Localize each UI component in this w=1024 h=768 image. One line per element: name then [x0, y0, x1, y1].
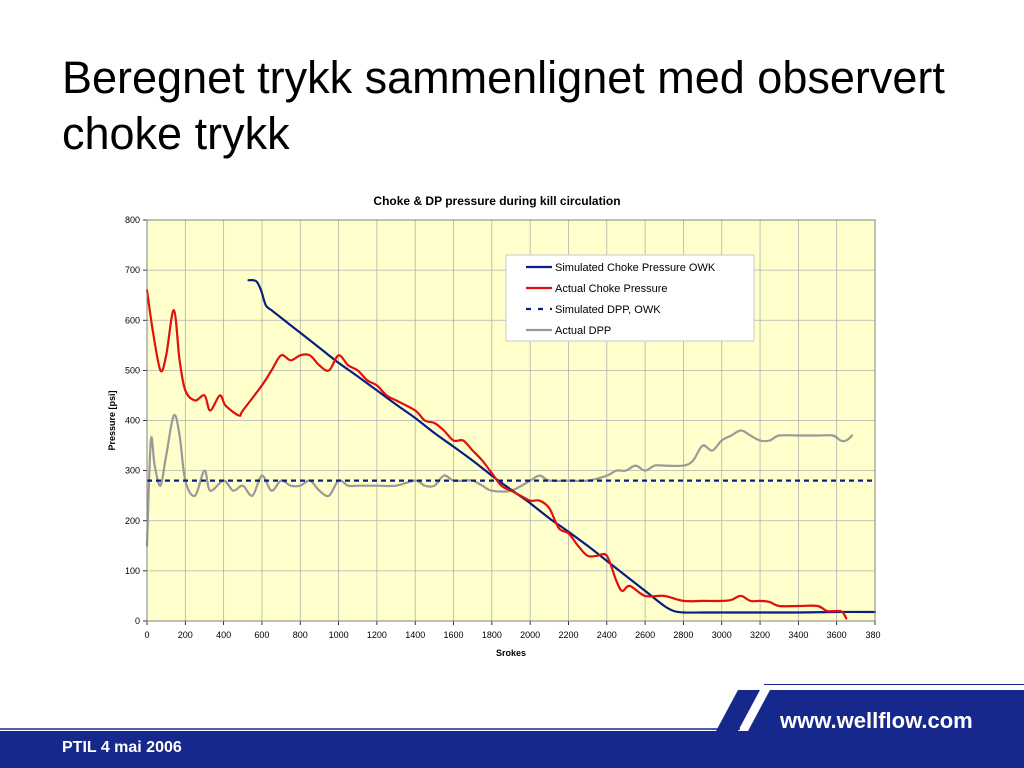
- legend-box: [505, 254, 755, 342]
- x-tick-label: 1200: [367, 630, 387, 640]
- gridlines: [147, 220, 875, 621]
- x-tick-label: 1600: [444, 630, 464, 640]
- y-tick-label: 600: [125, 315, 140, 325]
- x-axis-label: Srokes: [496, 648, 526, 658]
- x-tick-label: 3200: [750, 630, 770, 640]
- x-tick-label: 2400: [597, 630, 617, 640]
- x-tick-label: 0: [144, 630, 149, 640]
- x-tick-label: 2600: [635, 630, 655, 640]
- legend-label: Actual Choke Pressure: [555, 283, 668, 295]
- x-tick-label: 3000: [712, 630, 732, 640]
- footer-text: PTIL 4 mai 2006: [62, 739, 182, 756]
- x-tick-label: 800: [293, 630, 308, 640]
- x-tick-label: 1400: [405, 630, 425, 640]
- legend-label: Actual DPP: [555, 325, 611, 337]
- y-tick-label: 700: [125, 265, 140, 275]
- website-link[interactable]: www.wellflow.com: [780, 708, 973, 733]
- y-axis-label: Pressure [psi]: [107, 390, 117, 450]
- legend: Simulated Choke Pressure OWK Actual Choke…: [505, 254, 755, 342]
- x-tick-label: 200: [178, 630, 193, 640]
- x-tick-label: 3400: [788, 630, 808, 640]
- footer-decoration: [0, 684, 1024, 731]
- y-tick-label: 100: [125, 566, 140, 576]
- x-tick-label: 380: [865, 630, 880, 640]
- y-tick-label: 800: [125, 215, 140, 225]
- legend-label: Simulated Choke Pressure OWK: [555, 262, 716, 274]
- series-actual-choke: [145, 289, 848, 620]
- x-tick-label: 2000: [520, 630, 540, 640]
- legend-label: Simulated DPP, OWK: [555, 304, 661, 316]
- x-tick-label: 600: [254, 630, 269, 640]
- footer-bar: [0, 731, 1024, 768]
- series-layer: [145, 279, 877, 620]
- y-tick-label: 0: [135, 616, 140, 626]
- x-tick-label: 3600: [827, 630, 847, 640]
- x-tick-label: 1800: [482, 630, 502, 640]
- plot-border: [146, 219, 876, 622]
- chart: Choke & DP pressure during kill circulat…: [107, 194, 881, 658]
- y-tick-label: 500: [125, 365, 140, 375]
- chart-title: Choke & DP pressure during kill circulat…: [373, 194, 620, 208]
- axis-ticks: 0 100 200 300 400 500 600 700 800 0 200 400 600 800 10…: [125, 215, 881, 640]
- x-tick-label: 400: [216, 630, 231, 640]
- y-tick-label: 400: [125, 416, 140, 426]
- y-tick-label: 200: [125, 516, 140, 526]
- x-tick-label: 1000: [329, 630, 349, 640]
- series-simulated-choke: [247, 279, 877, 614]
- x-tick-label: 2800: [673, 630, 693, 640]
- x-tick-label: 2200: [558, 630, 578, 640]
- slide-title: Beregnet trykk sammenlignet med observer…: [62, 52, 945, 159]
- y-tick-label: 300: [125, 466, 140, 476]
